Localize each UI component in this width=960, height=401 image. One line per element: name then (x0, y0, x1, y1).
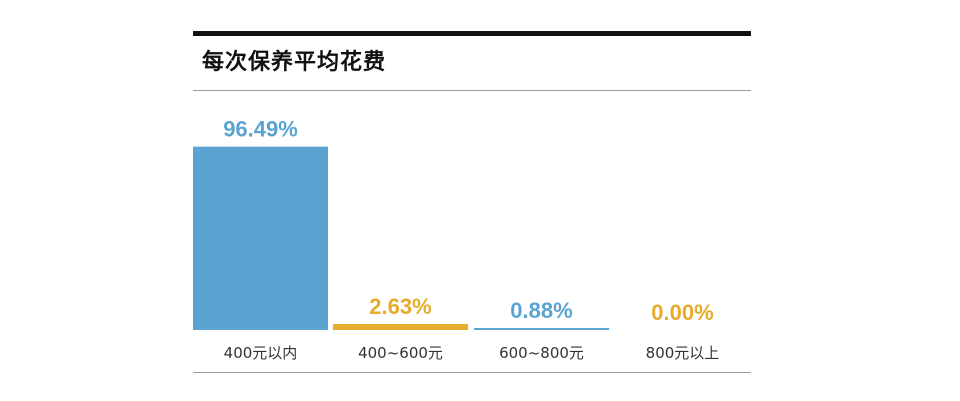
baseline-rule (193, 372, 751, 373)
category-label-3: 600~800元 (499, 344, 584, 362)
bar-3 (474, 328, 609, 330)
value-label-3: 0.88% (510, 298, 572, 323)
bar-1 (193, 146, 328, 330)
value-label-4: 0.00% (651, 300, 713, 325)
category-label-1: 400元以内 (224, 344, 298, 362)
value-label-1: 96.49% (223, 117, 298, 142)
bar-2 (333, 324, 468, 330)
category-label-2: 400~600元 (358, 344, 443, 362)
chart-title: 每次保养平均花费 (202, 50, 387, 75)
value-label-2: 2.63% (369, 294, 431, 319)
category-label-4: 800元以上 (646, 344, 720, 362)
top-rule (193, 31, 751, 36)
title-divider (193, 90, 751, 91)
